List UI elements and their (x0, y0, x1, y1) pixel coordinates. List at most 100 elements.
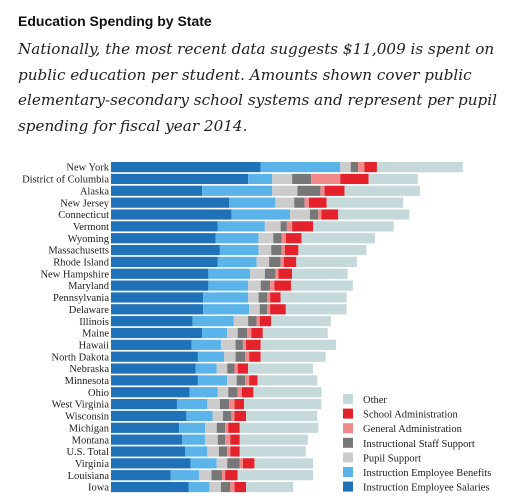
bar-delaware-school-administration (270, 304, 286, 315)
bar-louisiana-other (237, 470, 314, 481)
bar-new-jersey-instruction-employee-benefits (229, 197, 276, 208)
bar-michigan-instruction-employee-salaries (111, 422, 180, 433)
bar-north-dakota-pupil-support (224, 351, 236, 362)
bar-district-of-columbia-school-administration (340, 173, 369, 185)
bar-massachusetts-other (298, 244, 367, 256)
bar-minnesota-instruction-employee-salaries (111, 375, 198, 386)
legend-label-instruction-employee-salaries: Instruction Employee Salaries (363, 483, 490, 494)
bar-u-s-total-pupil-support (207, 446, 219, 457)
label-nebraska: Nebraska (69, 364, 109, 375)
bar-hawaii-instructional-staff-support (235, 339, 243, 350)
bar-ohio-general-administration (237, 387, 242, 398)
bar-connecticut-pupil-support (290, 209, 310, 220)
bar-vermont-instruction-employee-salaries (111, 221, 218, 232)
bar-massachusetts-instruction-employee-benefits (219, 244, 259, 256)
bar-u-s-total-school-administration (230, 446, 240, 457)
bar-new-hampshire-pupil-support (250, 268, 265, 279)
label-massachusetts: Massachusetts (48, 246, 109, 257)
bar-illinois-general-administration (256, 316, 260, 327)
bar-new-jersey-other (326, 197, 404, 208)
bar-wisconsin-instruction-employee-benefits (186, 410, 213, 422)
bar-connecticut-general-administration (318, 209, 322, 220)
label-west-virginia: West Virginia (52, 400, 110, 411)
bar-ohio-pupil-support (217, 387, 229, 398)
bar-district-of-columbia-instruction-employee-benefits (248, 173, 273, 185)
bar-new-york-instruction-employee-benefits (260, 162, 341, 173)
label-u-s-total: U.S. Total (66, 447, 109, 458)
bar-wisconsin-instruction-employee-salaries (111, 410, 187, 422)
bar-alaska-other (344, 185, 420, 196)
label-minnesota: Minnesota (65, 376, 110, 387)
bar-delaware-general-administration (267, 304, 271, 315)
bar-new-jersey-instructional-staff-support (294, 197, 305, 208)
bar-wyoming-other (301, 233, 375, 244)
bar-alaska-pupil-support (272, 185, 298, 196)
bar-minnesota-pupil-support (227, 375, 237, 386)
bar-u-s-total-instruction-employee-salaries (111, 446, 186, 457)
bar-u-s-total-instruction-employee-benefits (185, 446, 208, 457)
bar-hawaii-instruction-employee-benefits (191, 339, 221, 350)
bar-u-s-total-other (239, 446, 306, 457)
bar-pennsylvania-other (280, 292, 347, 303)
bar-pennsylvania-pupil-support (248, 292, 259, 303)
bar-pennsylvania-instruction-employee-salaries (111, 292, 204, 303)
bar-maryland-pupil-support (248, 280, 261, 291)
bar-minnesota-other (257, 375, 318, 386)
bar-maryland-instruction-employee-salaries (111, 280, 209, 291)
bar-michigan-pupil-support (205, 422, 217, 433)
bar-maine-instructional-staff-support (237, 327, 248, 339)
label-north-dakota: North Dakota (52, 352, 110, 363)
bar-vermont-instructional-staff-support (280, 221, 287, 232)
bar-montana-school-administration (230, 434, 240, 445)
bar-north-dakota-general-administration (245, 351, 250, 362)
bar-iowa-instruction-employee-salaries (111, 481, 189, 493)
bar-nebraska-other (248, 363, 314, 374)
bar-illinois-instruction-employee-benefits (192, 316, 234, 327)
legend-label-pupil-support: Pupil Support (363, 453, 421, 464)
label-ohio: Ohio (88, 388, 109, 399)
bar-west-virginia-school-administration (234, 399, 244, 410)
label-new-york: New York (66, 163, 109, 174)
bar-new-hampshire-school-administration (278, 268, 293, 279)
bar-louisiana-instruction-employee-benefits (170, 470, 199, 481)
bar-louisiana-pupil-support (198, 470, 212, 481)
bar-nebraska-instruction-employee-salaries (111, 363, 196, 374)
bar-illinois-instructional-staff-support (248, 316, 257, 327)
legend-label-other: Other (363, 395, 387, 406)
bar-louisiana-instruction-employee-salaries (111, 470, 171, 481)
bar-alaska-instructional-staff-support (297, 185, 321, 196)
bar-rhode-island-general-administration (280, 256, 284, 267)
bar-new-york-general-administration (358, 162, 365, 173)
bar-new-york-pupil-support (340, 162, 351, 173)
bar-michigan-instruction-employee-benefits (179, 422, 206, 433)
bar-rhode-island-instruction-employee-salaries (111, 256, 218, 267)
bar-virginia-other (254, 458, 314, 469)
bar-massachusetts-pupil-support (258, 244, 272, 256)
bar-illinois-pupil-support (233, 316, 249, 327)
bar-alaska-school-administration (324, 185, 345, 196)
bar-connecticut-instruction-employee-salaries (111, 209, 232, 220)
bar-nebraska-pupil-support (216, 363, 228, 374)
legend-swatch-other (343, 394, 353, 404)
bar-district-of-columbia-general-administration (310, 173, 341, 185)
bar-nebraska-instruction-employee-benefits (195, 363, 217, 374)
bar-minnesota-school-administration (249, 375, 258, 386)
bar-ohio-instruction-employee-salaries (111, 387, 190, 398)
bar-connecticut-instruction-employee-benefits (231, 209, 291, 220)
bar-district-of-columbia-instruction-employee-salaries (111, 173, 249, 185)
bar-new-jersey-pupil-support (275, 197, 295, 208)
bar-illinois-other (271, 316, 331, 327)
bar-west-virginia-instructional-staff-support (219, 399, 230, 410)
bar-ohio-other (253, 387, 322, 398)
bar-hawaii-other (260, 339, 337, 350)
bar-wyoming-instructional-staff-support (273, 233, 282, 244)
label-vermont: Vermont (73, 222, 109, 233)
bar-new-york-school-administration (364, 162, 377, 173)
bar-rhode-island-other (296, 256, 358, 267)
bar-new-jersey-school-administration (308, 197, 327, 208)
bar-west-virginia-instruction-employee-benefits (176, 399, 208, 410)
bar-maine-general-administration (247, 327, 252, 339)
bar-michigan-school-administration (228, 422, 240, 433)
bar-west-virginia-pupil-support (207, 399, 220, 410)
